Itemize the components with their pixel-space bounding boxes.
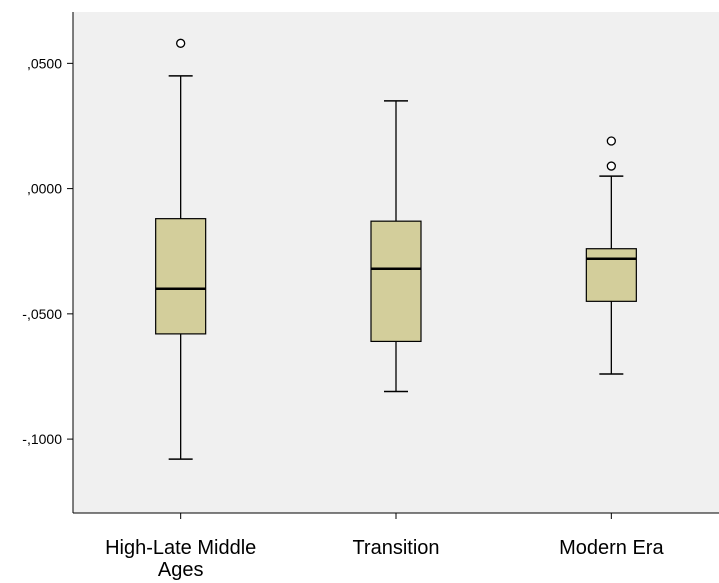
iqr-box <box>585 248 637 302</box>
boxes-layer <box>155 38 637 460</box>
y-tick-label: ,0500 <box>27 55 62 71</box>
box-group <box>155 38 207 460</box>
outlier-point <box>606 136 616 146</box>
iqr-box <box>155 218 207 335</box>
y-axis: ,0500 ,0000 -,0500 -,1000 <box>22 12 74 513</box>
y-tick-label: ,0000 <box>27 181 62 197</box>
x-category-label: Modern Era <box>559 537 664 559</box>
outlier-point <box>176 38 186 48</box>
y-tick-label: -,0500 <box>22 306 62 322</box>
iqr-box <box>370 220 422 343</box>
x-category-label: Transition <box>352 537 439 559</box>
box-group <box>370 100 422 393</box>
box-group <box>585 136 637 375</box>
x-axis: High-Late Middle Ages Transition Modern Era <box>73 512 719 581</box>
y-tick-label: -,1000 <box>22 431 62 447</box>
outlier-point <box>606 161 616 171</box>
x-category-label: High-Late Middle Ages <box>105 537 256 581</box>
